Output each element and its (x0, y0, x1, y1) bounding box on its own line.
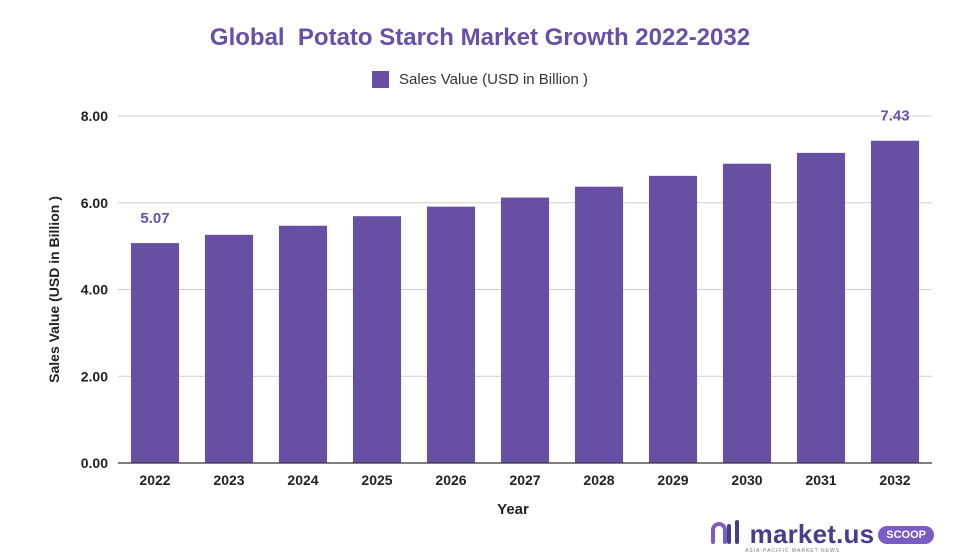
data-labels: 5.07 7.43 (140, 108, 909, 227)
x-tick-label: 2031 (805, 472, 836, 488)
x-tick-label: 2023 (213, 472, 244, 488)
bar-2032 (870, 140, 920, 463)
y-axis-label: Sales Value (USD in Billion ) (46, 196, 62, 383)
chart-title: Global Potato Starch Market Growth 2022-… (209, 24, 751, 51)
brand-badge: SCOOP (878, 525, 934, 544)
x-tick-label: 2024 (287, 472, 318, 488)
bar-2030 (722, 163, 772, 463)
bar-2029 (648, 175, 698, 464)
x-tick-labels: 2022 2023 2024 2025 2026 2027 2028 2029 2030 2031… (139, 472, 910, 488)
x-tick-label: 2029 (657, 472, 688, 488)
legend-label: Sales Value (USD in Billion ) (399, 71, 588, 88)
chart-legend: Sales Value (USD in Billion ) (0, 71, 960, 88)
y-tick-labels: 0.00 2.00 4.00 6.00 8.00 (81, 108, 108, 471)
brand-name: market.us (749, 519, 875, 549)
x-tick-label: 2027 (509, 472, 540, 488)
bar-2028 (574, 186, 624, 464)
bar-2024 (278, 225, 328, 463)
y-tick-label: 6.00 (81, 195, 108, 211)
bar-2025 (352, 216, 402, 463)
x-axis-label: Year (497, 501, 529, 518)
y-tick-label: 4.00 (81, 282, 108, 298)
data-label: 5.07 (140, 210, 169, 227)
x-tick-label: 2026 (435, 472, 466, 488)
bar-2031 (796, 152, 846, 463)
y-tick-label: 2.00 (81, 368, 108, 384)
brand-logo: market.us SCOOP (710, 519, 934, 550)
x-tick-label: 2032 (879, 472, 910, 488)
bar-2022 (130, 243, 180, 463)
brand-tagline: ASIA-PACIFIC MARKET NEWS (745, 548, 840, 554)
bar-2027 (500, 197, 550, 464)
bar-2023 (204, 234, 254, 463)
x-tick-label: 2022 (139, 472, 170, 488)
x-tick-label: 2030 (731, 472, 762, 488)
data-label: 7.43 (880, 108, 909, 125)
y-tick-label: 8.00 (81, 108, 108, 124)
x-tick-label: 2028 (583, 472, 614, 488)
bar-2026 (426, 206, 476, 463)
market-us-logo-icon (710, 520, 744, 549)
bars (130, 140, 920, 464)
legend-swatch (372, 71, 390, 88)
x-tick-label: 2025 (361, 472, 392, 488)
y-tick-label: 0.00 (81, 455, 108, 471)
